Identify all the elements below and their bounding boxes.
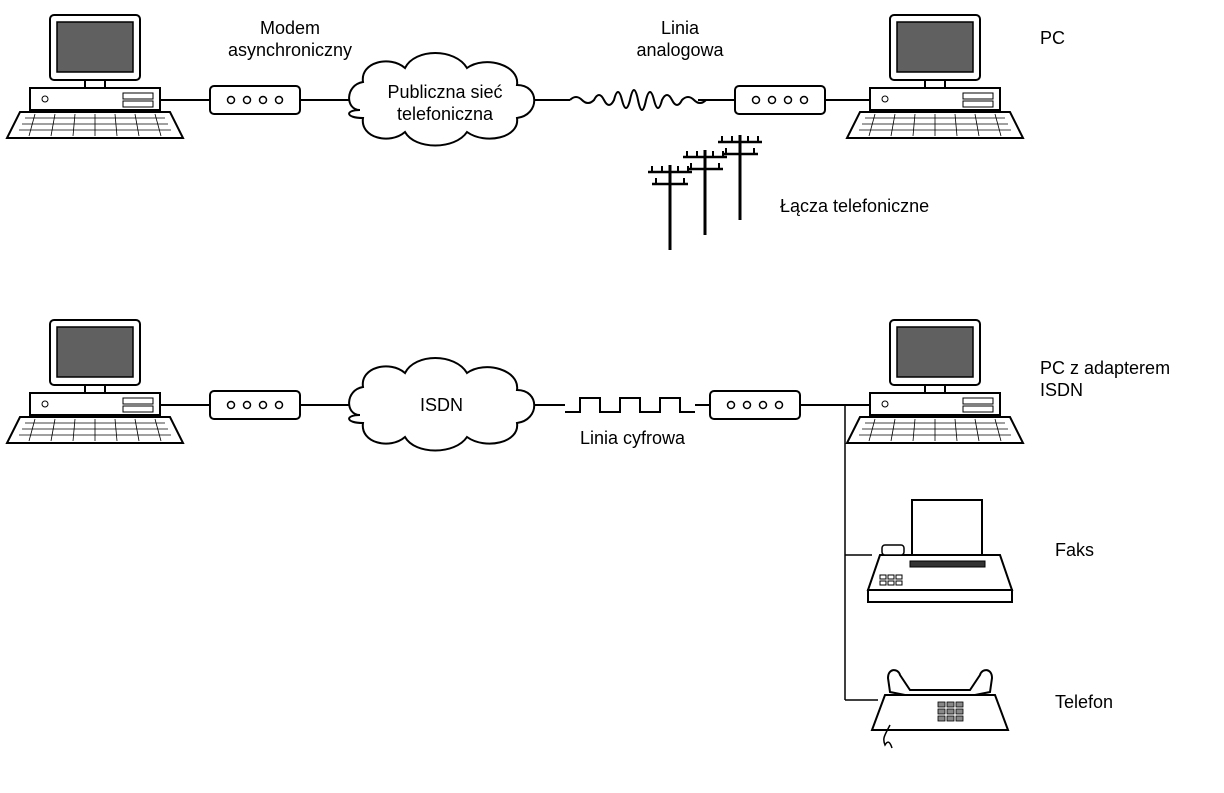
fax-device [868,500,1012,602]
pc-left-bottom [7,320,183,443]
pc-right-bottom [847,320,1023,443]
telephone-pole [718,135,762,220]
label-fax: Faks [1055,540,1094,562]
label-modem-async: Modem asynchroniczny [200,18,380,61]
modem-right-top [735,86,825,114]
phone-device [872,670,1008,748]
label-pc-isdn: PC z adapterem ISDN [1040,358,1200,401]
modem-left-top [210,86,300,114]
adapter-right-bottom [710,391,800,419]
telephone-pole [683,150,727,235]
label-phone: Telefon [1055,692,1113,714]
adapter-left-bottom [210,391,300,419]
label-phone-links: Łącza telefoniczne [780,196,929,218]
label-digital-line: Linia cyfrowa [580,428,685,450]
pc-left-top [7,15,183,138]
label-public-network: Publiczna sieć telefoniczna [375,82,515,125]
pc-right-top [847,15,1023,138]
label-isdn: ISDN [420,395,463,417]
label-pc: PC [1040,28,1065,50]
analog-signal [570,90,706,110]
label-analog-line: Linia analogowa [620,18,740,61]
telephone-pole [648,165,692,250]
digital-signal [565,398,695,412]
